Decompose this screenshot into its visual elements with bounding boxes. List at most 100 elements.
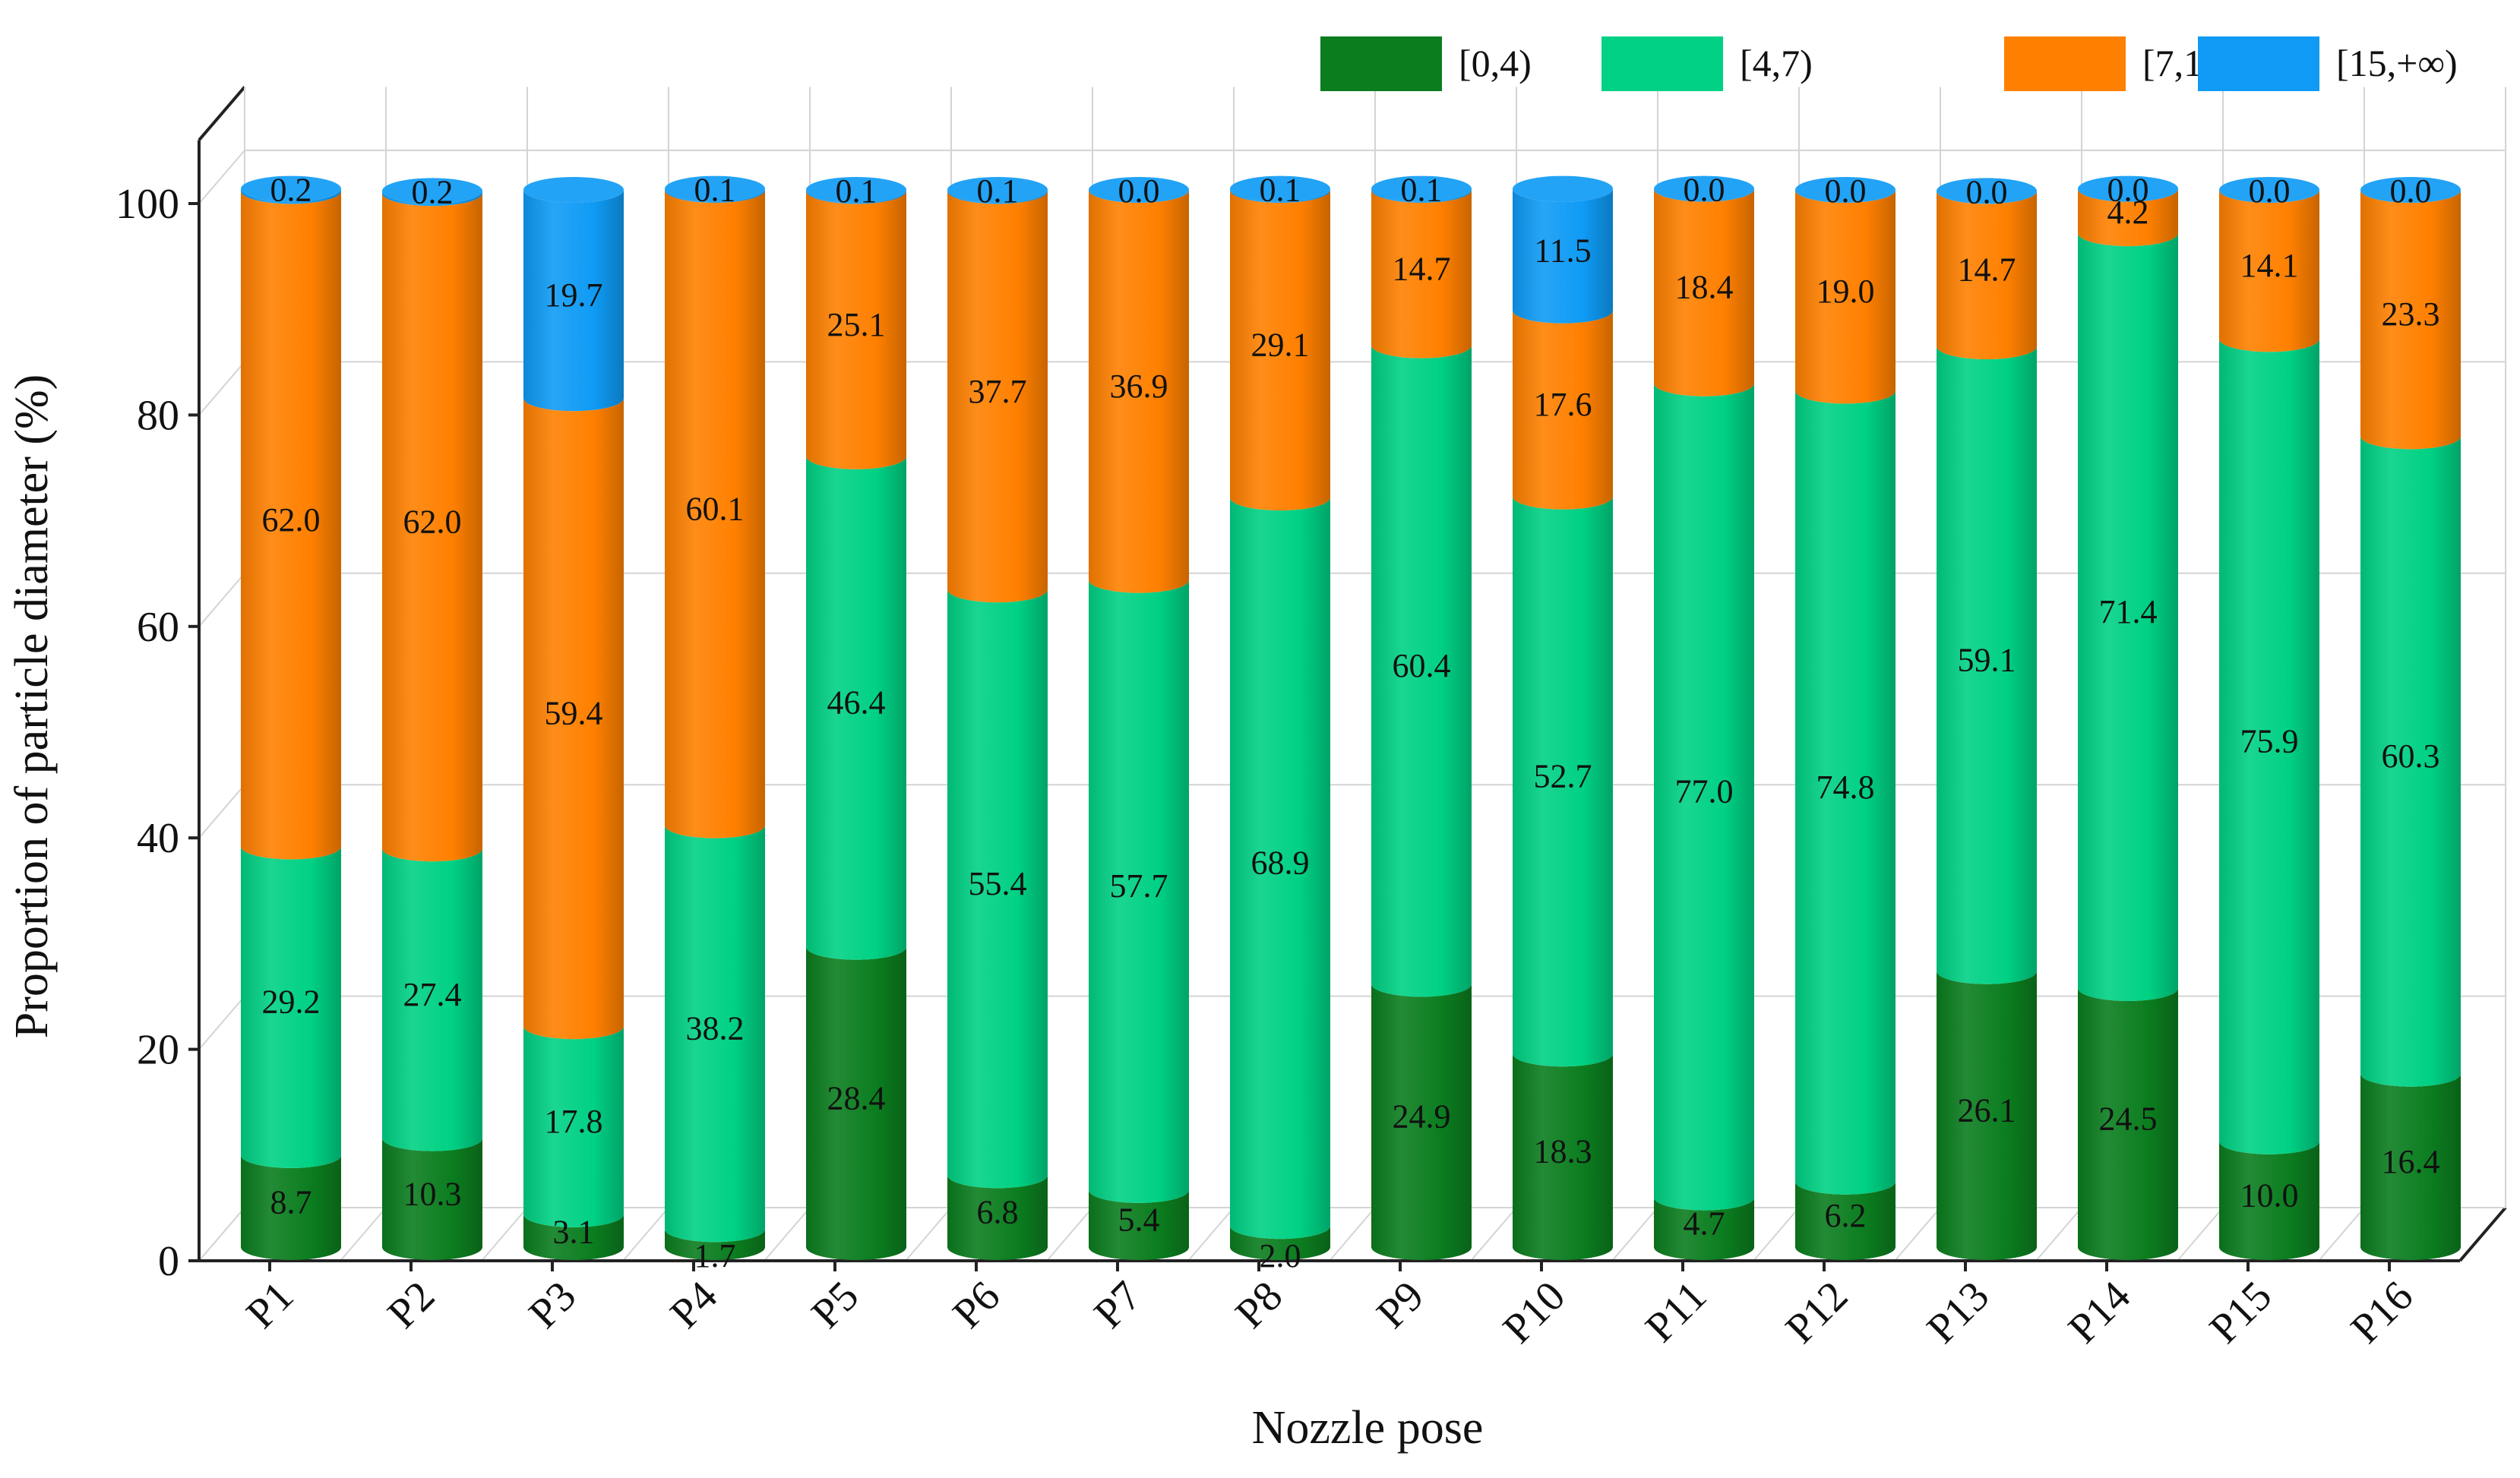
x-tick-label: P3 xyxy=(520,1272,586,1337)
bar-cap xyxy=(1654,175,1754,202)
legend-label: [15,+∞) xyxy=(2336,42,2458,84)
wall-gridline xyxy=(198,573,245,627)
bar-P10: 18.3 52.7 17.6 11.5 xyxy=(1513,175,1613,1260)
legend-swatch xyxy=(2004,36,2126,91)
bar-P3: 3.1 17.8 59.4 19.7 xyxy=(523,177,624,1260)
data-label: 52.7 xyxy=(1534,757,1592,794)
bar-segment xyxy=(1654,383,1754,1211)
bar-segment xyxy=(1937,346,2037,984)
axis-edge xyxy=(198,86,246,141)
y-tick-label: 20 xyxy=(137,1027,179,1074)
data-label: 68.9 xyxy=(1251,845,1310,882)
x-tick-label: P2 xyxy=(379,1272,444,1337)
bar-segment xyxy=(1513,1053,1613,1260)
data-label: 0.0 xyxy=(2390,172,2432,210)
bar-segment xyxy=(1230,1226,1330,1260)
floor-gridline xyxy=(2035,1207,2082,1262)
bar-segment xyxy=(523,1026,624,1227)
bar-segment xyxy=(1230,190,1330,511)
data-label: 2.0 xyxy=(1260,1237,1301,1274)
data-label: 60.3 xyxy=(2382,737,2440,775)
data-label: 0.0 xyxy=(2107,172,2149,209)
y-tick-label: 100 xyxy=(115,181,179,228)
data-label: 0.0 xyxy=(2249,172,2291,210)
bar-P11: 4.7 77.0 18.4 0.0 xyxy=(1654,172,1754,1260)
bar-segment xyxy=(1089,1189,1189,1260)
x-tick-label: P6 xyxy=(944,1272,1010,1337)
floor-gridline xyxy=(1046,1207,1093,1262)
bar-segment xyxy=(947,589,1048,1189)
data-label: 59.4 xyxy=(545,695,603,732)
legend-swatch xyxy=(1601,36,1723,91)
bar-cap xyxy=(947,177,1048,203)
legend: [0,4) [4,7) [7,15) [15,+∞) xyxy=(1320,36,2458,91)
x-tick-label: P16 xyxy=(2342,1272,2422,1352)
bar-segment xyxy=(1513,496,1613,1067)
x-tick-label: P11 xyxy=(1636,1272,1715,1351)
data-label: 19.0 xyxy=(1816,273,1875,310)
bar-P5: 28.4 46.4 25.1 0.1 xyxy=(806,172,906,1260)
data-label: 57.7 xyxy=(1110,867,1168,905)
bar-segment xyxy=(2219,190,2319,352)
y-tick-label: 60 xyxy=(137,604,179,651)
data-label: 4.2 xyxy=(2107,194,2149,231)
bar-segment xyxy=(241,188,341,204)
x-tick-label: P14 xyxy=(2060,1272,2139,1352)
data-label: 77.0 xyxy=(1675,773,1734,810)
bar-segment xyxy=(806,191,906,469)
bar-segment xyxy=(1654,1197,1754,1260)
data-label: 0.0 xyxy=(1825,172,1867,210)
bar-segment xyxy=(1513,310,1613,510)
bar-P7: 5.4 57.7 36.9 0.0 xyxy=(1089,172,1189,1260)
bar-cap xyxy=(2360,177,2461,203)
bar-P8: 2.0 68.9 29.1 0.1 xyxy=(1230,172,1330,1274)
floor-gridline xyxy=(622,1207,669,1262)
bar-segment xyxy=(1937,971,2037,1260)
wall-gridline xyxy=(198,995,245,1050)
floor-gridline xyxy=(481,1207,528,1262)
data-label: 0.1 xyxy=(836,172,877,210)
data-label: 0.1 xyxy=(1401,172,1443,209)
bar-segment xyxy=(665,1229,765,1260)
data-label: 26.1 xyxy=(1958,1091,2016,1129)
wall-gridline xyxy=(198,150,245,204)
y-tick-label: 80 xyxy=(137,392,179,439)
data-label: 14.7 xyxy=(1393,250,1451,287)
floor-edge xyxy=(2458,1206,2507,1262)
data-label: 60.1 xyxy=(686,490,745,527)
x-tick-label: P8 xyxy=(1227,1272,1292,1337)
x-tick-label: P7 xyxy=(1086,1272,1151,1337)
bar-segment xyxy=(523,398,624,1040)
bar-segment xyxy=(806,456,906,960)
x-tick-label: P12 xyxy=(1777,1272,1857,1352)
bar-P16: 16.4 60.3 23.3 0.0 xyxy=(2360,172,2462,1260)
bar-segment xyxy=(382,1138,482,1260)
x-tick-label: P10 xyxy=(1494,1272,1574,1352)
floor-gridline xyxy=(1470,1207,1517,1262)
floor-gridline xyxy=(1329,1207,1376,1262)
data-label: 0.0 xyxy=(1966,173,2008,210)
data-label: 23.3 xyxy=(2382,295,2440,333)
wall-gridline xyxy=(198,361,245,416)
bar-segment xyxy=(2360,436,2462,1087)
wall-gridline xyxy=(198,1207,245,1262)
bar-segment xyxy=(241,191,341,860)
data-label: 0.2 xyxy=(412,173,454,210)
data-label: 0.0 xyxy=(1118,172,1160,210)
data-label: 17.6 xyxy=(1534,386,1592,423)
y-tick-label: 0 xyxy=(158,1238,179,1285)
data-label: 0.1 xyxy=(977,172,1019,210)
floor-gridline xyxy=(2177,1207,2224,1262)
floor-gridline xyxy=(1187,1207,1235,1262)
bar-cap xyxy=(1795,177,1896,203)
data-label: 28.4 xyxy=(827,1079,886,1116)
bar-segment xyxy=(2078,987,2178,1260)
data-label: 25.1 xyxy=(827,306,886,343)
data-label: 16.4 xyxy=(2382,1143,2440,1180)
bar-segment xyxy=(1654,188,1754,396)
data-label: 18.3 xyxy=(1534,1133,1592,1170)
bar-P1: 8.7 29.2 62.0 0.2 xyxy=(241,172,341,1260)
bar-segment xyxy=(1371,190,1472,358)
bar-cap xyxy=(2078,175,2178,202)
